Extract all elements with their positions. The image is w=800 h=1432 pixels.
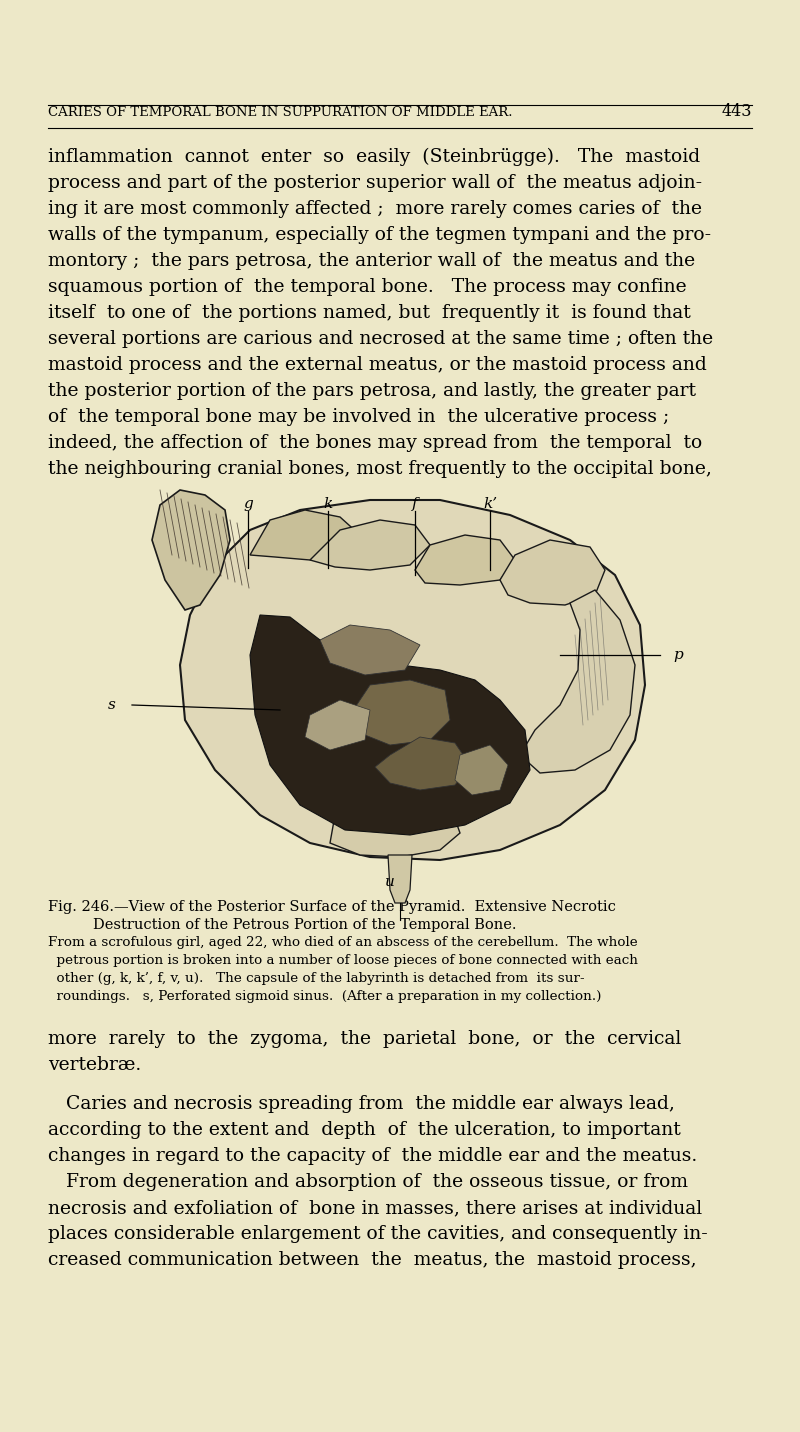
- Polygon shape: [320, 624, 420, 674]
- Polygon shape: [305, 700, 370, 750]
- Text: according to the extent and  depth  of  the ulceration, to important: according to the extent and depth of the…: [48, 1121, 681, 1138]
- Text: more  rarely  to  the  zygoma,  the  parietal  bone,  or  the  cervical: more rarely to the zygoma, the parietal …: [48, 1030, 682, 1048]
- Polygon shape: [250, 510, 360, 560]
- Text: Destruction of the Petrous Portion of the Temporal Bone.: Destruction of the Petrous Portion of th…: [93, 918, 517, 932]
- Text: indeed, the affection of  the bones may spread from  the temporal  to: indeed, the affection of the bones may s…: [48, 434, 702, 453]
- Text: changes in regard to the capacity of  the middle ear and the meatus.: changes in regard to the capacity of the…: [48, 1147, 698, 1166]
- Text: k: k: [323, 497, 333, 511]
- Polygon shape: [250, 614, 530, 835]
- Text: montory ;  the pars petrosa, the anterior wall of  the meatus and the: montory ; the pars petrosa, the anterior…: [48, 252, 695, 271]
- Text: roundings.   s, Perforated sigmoid sinus.  (After a preparation in my collection: roundings. s, Perforated sigmoid sinus. …: [48, 990, 602, 1002]
- Polygon shape: [330, 793, 460, 856]
- Text: the neighbouring cranial bones, most frequently to the occipital bone,: the neighbouring cranial bones, most fre…: [48, 460, 712, 478]
- Text: petrous portion is broken into a number of loose pieces of bone connected with e: petrous portion is broken into a number …: [48, 954, 638, 967]
- Polygon shape: [310, 520, 430, 570]
- Text: vertebræ.: vertebræ.: [48, 1055, 142, 1074]
- Polygon shape: [415, 536, 515, 586]
- Text: squamous portion of  the temporal bone.   The process may confine: squamous portion of the temporal bone. T…: [48, 278, 686, 296]
- Text: 443: 443: [722, 103, 752, 120]
- Polygon shape: [500, 540, 605, 604]
- Text: creased communication between  the  meatus, the  mastoid process,: creased communication between the meatus…: [48, 1252, 697, 1269]
- Polygon shape: [180, 500, 645, 861]
- Polygon shape: [350, 680, 450, 745]
- Text: From a scrofulous girl, aged 22, who died of an abscess of the cerebellum.  The : From a scrofulous girl, aged 22, who die…: [48, 937, 638, 949]
- Text: g: g: [243, 497, 253, 511]
- Polygon shape: [520, 590, 635, 773]
- Polygon shape: [152, 490, 230, 610]
- Text: s: s: [108, 697, 116, 712]
- Text: ing it are most commonly affected ;  more rarely comes caries of  the: ing it are most commonly affected ; more…: [48, 200, 702, 218]
- Text: the posterior portion of the pars petrosa, and lastly, the greater part: the posterior portion of the pars petros…: [48, 382, 696, 400]
- Text: inflammation  cannot  enter  so  easily  (Steinbrügge).   The  mastoid: inflammation cannot enter so easily (Ste…: [48, 147, 700, 166]
- Text: several portions are carious and necrosed at the same time ; often the: several portions are carious and necrose…: [48, 329, 713, 348]
- Text: other (g, k, k’, f, v, u).   The capsule of the labyrinth is detached from  its : other (g, k, k’, f, v, u). The capsule o…: [48, 972, 585, 985]
- Text: CARIES OF TEMPORAL BONE IN SUPPURATION OF MIDDLE EAR.: CARIES OF TEMPORAL BONE IN SUPPURATION O…: [48, 106, 513, 119]
- Polygon shape: [375, 737, 470, 790]
- Text: process and part of the posterior superior wall of  the meatus adjoin-: process and part of the posterior superi…: [48, 175, 702, 192]
- Text: u: u: [385, 875, 395, 889]
- Polygon shape: [388, 855, 412, 904]
- Text: p: p: [673, 649, 682, 662]
- Text: Fig. 246.—View of the Posterior Surface of the Pyramid.  Extensive Necrotic: Fig. 246.—View of the Posterior Surface …: [48, 899, 621, 914]
- Text: f: f: [412, 497, 418, 511]
- Text: k’: k’: [483, 497, 497, 511]
- Text: mastoid process and the external meatus, or the mastoid process and: mastoid process and the external meatus,…: [48, 357, 706, 374]
- Text: of  the temporal bone may be involved in  the ulcerative process ;: of the temporal bone may be involved in …: [48, 408, 670, 425]
- Text: Caries and necrosis spreading from  the middle ear always lead,: Caries and necrosis spreading from the m…: [48, 1095, 675, 1113]
- Text: walls of the tympanum, especially of the tegmen tympani and the pro-: walls of the tympanum, especially of the…: [48, 226, 711, 243]
- Text: itself  to one of  the portions named, but  frequently it  is found that: itself to one of the portions named, but…: [48, 304, 690, 322]
- Text: places considerable enlargement of the cavities, and consequently in-: places considerable enlargement of the c…: [48, 1224, 708, 1243]
- Polygon shape: [455, 745, 508, 795]
- Text: necrosis and exfoliation of  bone in masses, there arises at individual: necrosis and exfoliation of bone in mass…: [48, 1199, 702, 1217]
- Text: From degeneration and absorption of  the osseous tissue, or from: From degeneration and absorption of the …: [48, 1173, 688, 1191]
